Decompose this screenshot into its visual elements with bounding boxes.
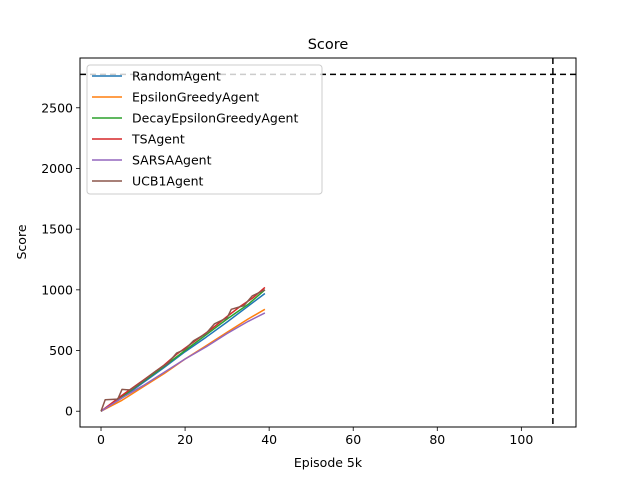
- legend-label-4: SARSAAgent: [132, 153, 212, 168]
- x-tick-label: 0: [97, 432, 105, 447]
- legend-label-5: UCB1Agent: [132, 174, 204, 189]
- series-line-5: [100, 289, 266, 412]
- y-tick-label: 1000: [41, 282, 73, 297]
- legend-box: [86, 64, 323, 195]
- legend-label-3: TSAgent: [131, 132, 185, 147]
- plot-frame: [79, 57, 577, 428]
- legend-label-0: RandomAgent: [132, 69, 221, 84]
- x-tick-label: 100: [509, 432, 533, 447]
- series-line-0: [100, 292, 266, 412]
- y-tick-label: 1500: [41, 222, 73, 237]
- y-axis-label: Score: [14, 224, 29, 259]
- x-tick-label: 40: [261, 432, 277, 447]
- legend-label-2: DecayEpsilonGreedyAgent: [132, 111, 298, 126]
- y-tick-label: 2500: [41, 100, 73, 115]
- series-line-4: [100, 312, 266, 412]
- series-line-2: [100, 289, 266, 412]
- chart-title: Score: [308, 37, 349, 53]
- x-tick-label: 60: [345, 432, 361, 447]
- series-layer: [100, 286, 266, 412]
- y-tick-label: 2000: [41, 161, 73, 176]
- x-axis-ticks: 0 20 40 60 80 100: [97, 427, 533, 447]
- y-tick-label: 0: [65, 404, 73, 419]
- x-axis-label: Episode 5k: [294, 455, 363, 470]
- x-tick-label: 20: [177, 432, 193, 447]
- legend: RandomAgent EpsilonGreedyAgent DecayEpsilo…: [86, 64, 323, 195]
- legend-label-1: EpsilonGreedyAgent: [132, 90, 259, 105]
- x-tick-label: 80: [429, 432, 445, 447]
- y-axis-ticks: 0 500 1000 1500 2000 2500: [41, 100, 80, 419]
- y-tick-label: 500: [49, 343, 73, 358]
- legend-items: RandomAgent EpsilonGreedyAgent DecayEpsilo…: [92, 69, 298, 189]
